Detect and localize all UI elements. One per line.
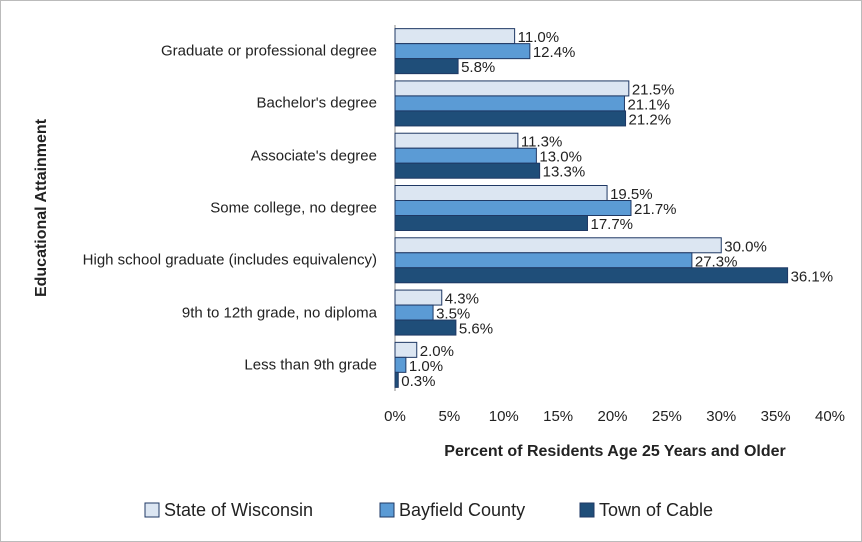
bar: [394, 319, 457, 336]
data-label: 27.3%: [695, 253, 738, 270]
bar: [394, 58, 459, 75]
x-axis-title: Percent of Residents Age 25 Years and Ol…: [444, 443, 785, 460]
x-tick-label: 30%: [706, 408, 736, 425]
bar: [394, 28, 516, 45]
bar: [394, 43, 531, 60]
data-label: 12.4%: [533, 44, 576, 61]
bar: [394, 110, 627, 127]
bar: [394, 237, 722, 254]
bar: [394, 252, 693, 269]
bar: [394, 371, 399, 388]
legend-label: State of Wisconsin: [164, 500, 313, 520]
y-tick-label: 9th to 12th grade, no diploma: [181, 304, 377, 322]
bar: [394, 185, 608, 201]
data-label: 11.3%: [521, 134, 562, 151]
bar: [394, 356, 407, 373]
bar: [394, 80, 630, 97]
x-tick-label: 0%: [384, 408, 406, 425]
data-label: 21.1%: [627, 96, 670, 113]
data-label: 21.5%: [632, 81, 675, 98]
y-tick-label: Graduate or professional degree: [161, 42, 377, 60]
data-label: 3.5%: [436, 306, 470, 323]
data-label: 13.0%: [539, 149, 582, 166]
y-tick-label: Some college, no degree: [210, 199, 377, 217]
x-tick-label: 25%: [652, 408, 682, 425]
data-label: 11.0%: [518, 29, 559, 46]
data-label: 0.3%: [401, 373, 435, 390]
data-label: 5.8%: [461, 59, 495, 76]
legend-swatch: [579, 502, 595, 518]
y-tick-label: Associate's degree: [250, 147, 377, 165]
x-tick-label: 10%: [489, 408, 519, 425]
x-tick-label: 35%: [761, 408, 791, 425]
y-tick-label: Bachelor's degree: [256, 94, 377, 112]
x-tick-label: 5%: [439, 408, 461, 425]
bar: [394, 267, 789, 284]
data-label: 36.1%: [791, 268, 834, 285]
y-axis-title: Educational Attainment: [33, 118, 50, 297]
legend-label: Bayfield County: [399, 500, 525, 520]
bar: [394, 200, 632, 216]
legend-swatch: [379, 502, 395, 518]
bar: [394, 147, 537, 164]
data-label: 1.0%: [409, 358, 443, 375]
y-tick-label: High school graduate (includes equivalen…: [82, 251, 377, 269]
data-label: 19.5%: [610, 186, 653, 203]
bar: [394, 215, 588, 231]
data-label: 4.3%: [445, 291, 479, 308]
data-label: 2.0%: [420, 343, 454, 360]
y-tick-label: Less than 9th grade: [244, 356, 377, 374]
bar: [394, 304, 434, 321]
data-label: 17.7%: [590, 216, 633, 233]
data-label: 13.3%: [543, 164, 586, 181]
data-label: 30.0%: [724, 238, 767, 255]
data-label: 5.6%: [459, 321, 493, 338]
x-tick-label: 15%: [543, 408, 573, 425]
bar: [394, 132, 519, 149]
legend-label: Town of Cable: [599, 500, 713, 520]
legend-swatch: [144, 502, 160, 518]
bar: [394, 162, 541, 179]
x-tick-label: 40%: [815, 408, 845, 425]
bar: [394, 95, 625, 112]
bar: [394, 289, 443, 306]
data-label: 21.2%: [629, 111, 672, 128]
bar: [394, 341, 418, 358]
x-tick-label: 20%: [597, 408, 627, 425]
data-label: 21.7%: [634, 201, 677, 218]
